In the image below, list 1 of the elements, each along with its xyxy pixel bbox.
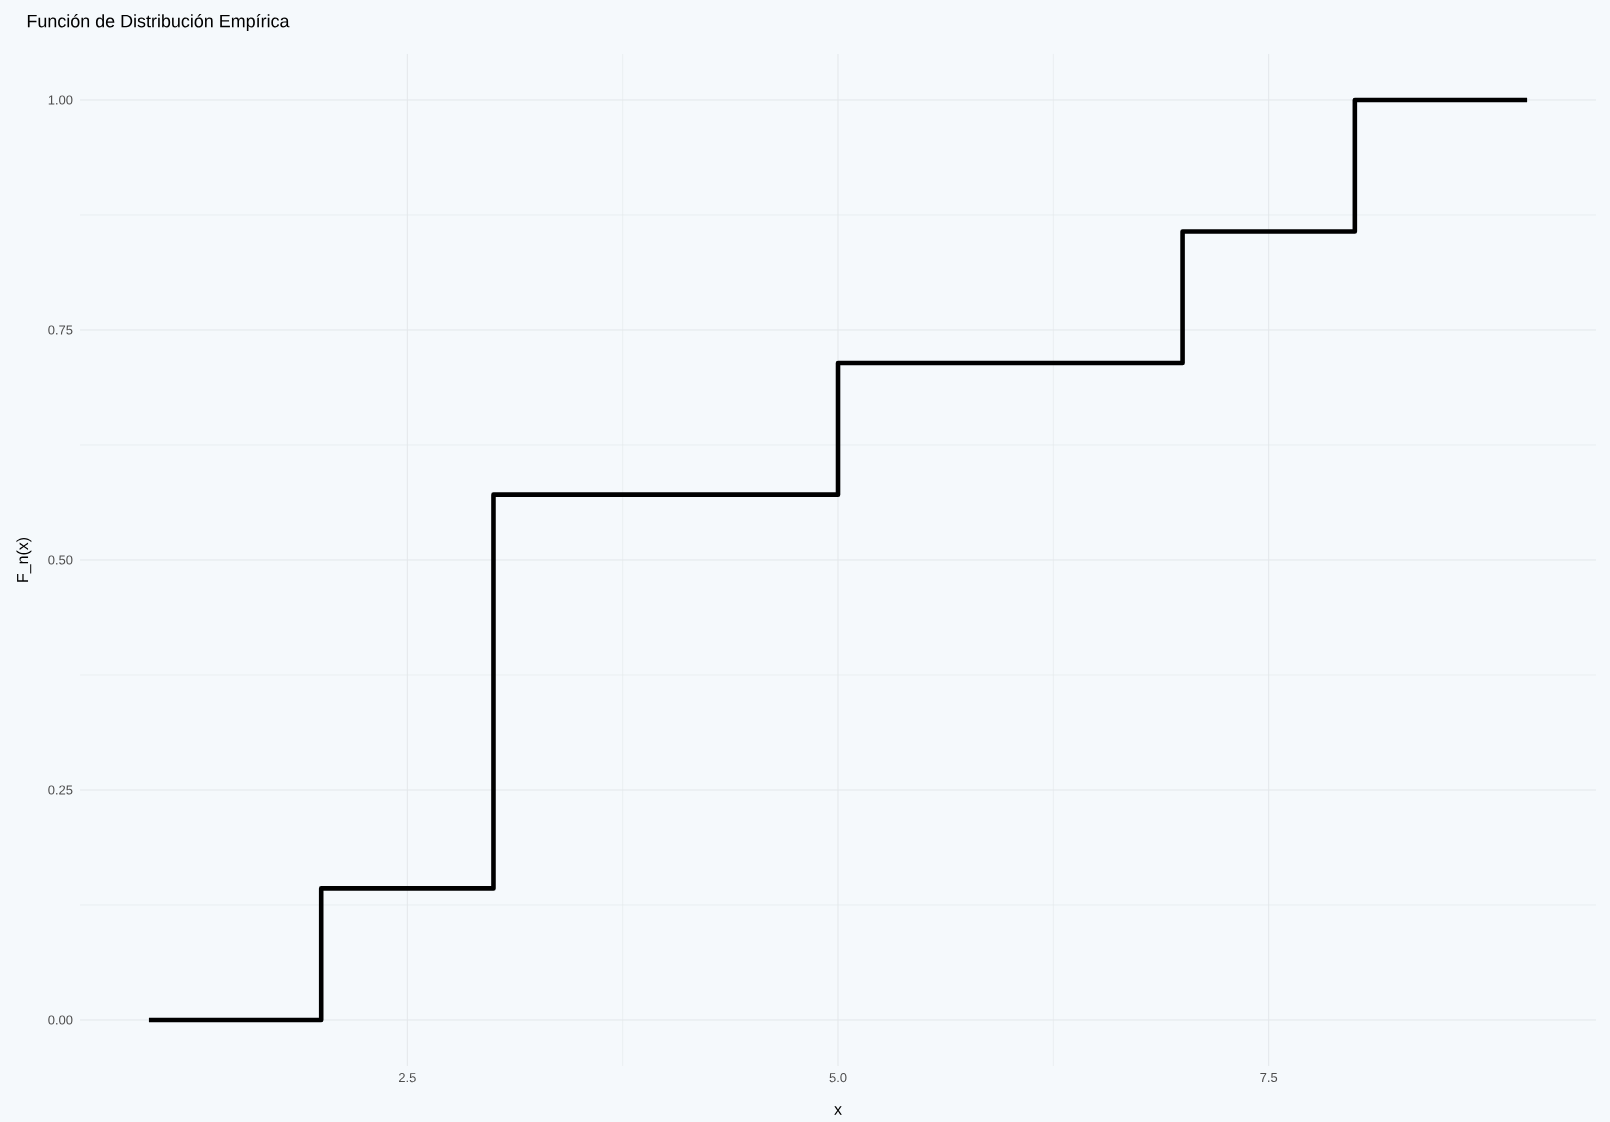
- chart-title: Función de Distribución Empírica: [27, 14, 290, 31]
